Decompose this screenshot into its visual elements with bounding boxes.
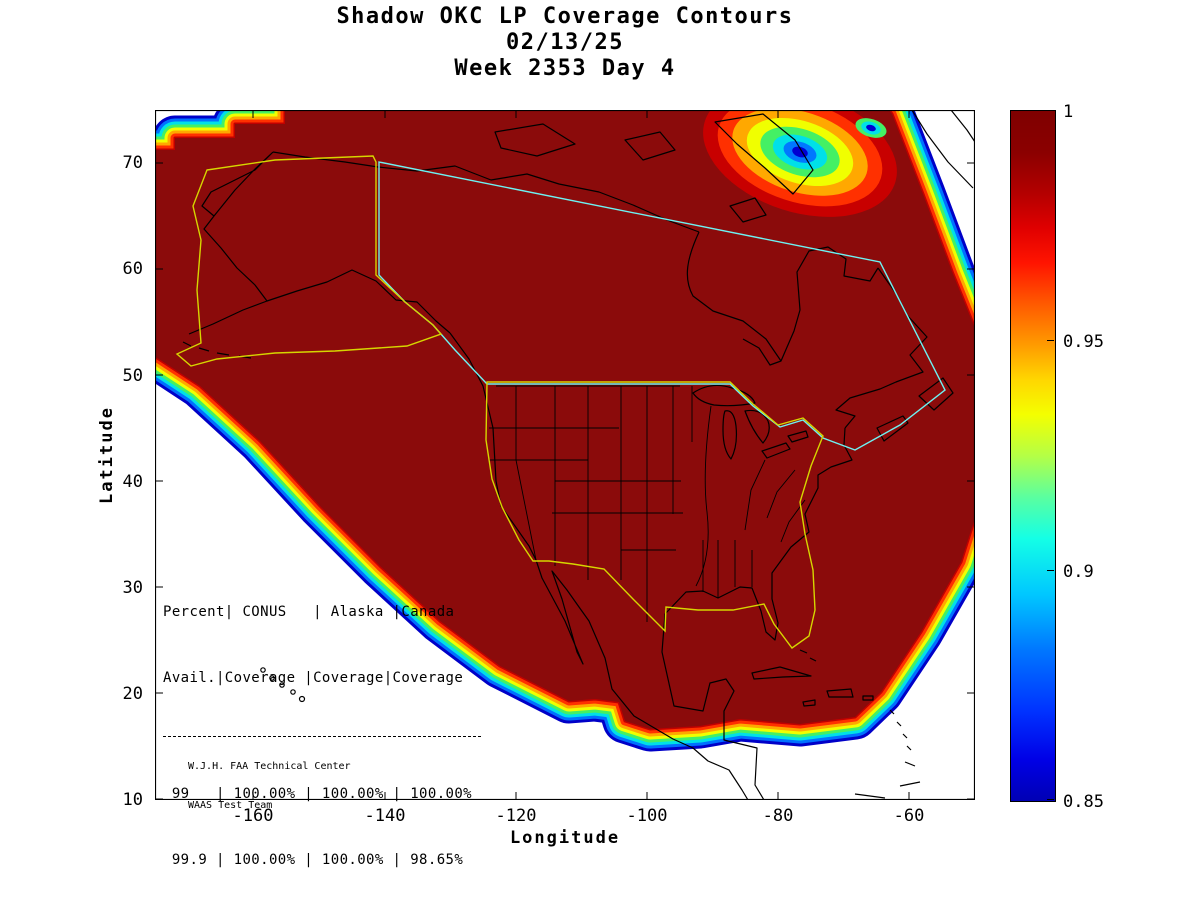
aleutian-islands xyxy=(182,341,252,359)
alaska-boundary xyxy=(175,155,443,367)
x-tick-n60: -60 xyxy=(893,806,925,826)
east-coast xyxy=(661,427,853,801)
x-ticks-top xyxy=(252,110,910,118)
y-tick-30: 30 xyxy=(122,578,143,598)
colorbar-gradient xyxy=(1010,110,1056,802)
arctic-islands xyxy=(494,113,814,223)
x-tick-n120: -120 xyxy=(495,806,537,826)
state-borders xyxy=(489,385,806,622)
title-line-2: 02/13/25 xyxy=(506,30,624,55)
table-divider xyxy=(163,736,481,737)
title-line-3: Week 2353 Day 4 xyxy=(454,56,676,81)
chart-title: Shadow OKC LP Coverage Contours 02/13/25… xyxy=(155,4,975,82)
y-ticks-right xyxy=(967,162,975,800)
annotation: W.J.H. FAA Technical Center WAAS Test Te… xyxy=(188,734,351,838)
colorbar-tick-mark xyxy=(1047,570,1054,571)
y-tick-20: 20 xyxy=(122,684,143,704)
hudson-bay-coast xyxy=(686,231,879,366)
title-line-1: Shadow OKC LP Coverage Contours xyxy=(336,4,794,29)
colorbar-tick-mark xyxy=(1047,799,1054,800)
annotation-line-2: WAAS Test Team xyxy=(188,800,273,811)
colorbar-tick-mark xyxy=(1047,340,1054,341)
great-lakes xyxy=(692,384,809,460)
colorbar-label-09: 0.9 xyxy=(1063,562,1094,582)
x-tick-n160: -160 xyxy=(232,806,274,826)
table-header-1: Percent| CONUS | Alaska |Canada xyxy=(163,604,455,620)
table-row: 99 | 100.00% | 100.00% | 100.00% xyxy=(163,786,473,802)
degraded-coverage-blob-secondary xyxy=(855,118,887,138)
y-tick-60: 60 xyxy=(122,259,143,279)
axis-ticks xyxy=(155,110,975,800)
x-tick-n140: -140 xyxy=(364,806,406,826)
colorbar-label-085: 0.85 xyxy=(1063,792,1104,812)
y-tick-10: 10 xyxy=(122,790,143,810)
colorbar-label-095: 0.95 xyxy=(1063,332,1104,352)
caribbean-islands xyxy=(751,649,921,799)
alaska-coast xyxy=(188,151,451,335)
conus-boundary xyxy=(485,381,824,649)
west-coast xyxy=(449,332,749,801)
x-axis-label: Longitude xyxy=(509,828,621,848)
coverage-table: Percent| CONUS | Alaska |Canada Avail.|C… xyxy=(163,557,481,900)
hawaii-island xyxy=(260,667,266,673)
table-row: 99.9 | 100.00% | 100.00% | 98.65% xyxy=(163,852,464,868)
map-svg xyxy=(154,87,976,801)
table-header-2: Avail.|Coverage |Coverage|Coverage xyxy=(163,670,464,686)
annotation-line-1: W.J.H. FAA Technical Center xyxy=(188,761,351,772)
colorbar-label-1: 1 xyxy=(1063,102,1074,122)
x-tick-n80: -80 xyxy=(762,806,794,826)
plot-area xyxy=(154,87,976,801)
colorbar-tick-mark xyxy=(1047,110,1054,111)
y-tick-50: 50 xyxy=(122,366,143,386)
x-tick-n100: -100 xyxy=(626,806,668,826)
newfoundland-novascotia xyxy=(876,377,954,442)
arctic-coast xyxy=(272,151,700,233)
x-ticks-bottom xyxy=(252,792,910,800)
hawaii-island xyxy=(290,689,296,695)
hawaii-island xyxy=(269,675,275,681)
y-tick-70: 70 xyxy=(122,153,143,173)
axis-frame xyxy=(154,109,976,801)
degraded-coverage-blob xyxy=(703,87,897,217)
hawaii-island xyxy=(279,682,285,688)
y-tick-40: 40 xyxy=(122,472,143,492)
hawaii-island xyxy=(298,695,306,703)
blob2-ring-blue xyxy=(866,124,876,132)
y-ticks-left xyxy=(155,162,163,800)
y-axis-label: Latitude xyxy=(97,406,117,504)
